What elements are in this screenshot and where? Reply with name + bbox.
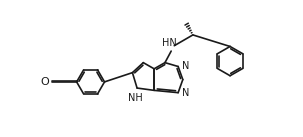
Text: NH: NH	[128, 93, 143, 103]
Text: N: N	[182, 61, 189, 71]
Text: O: O	[40, 77, 49, 87]
Text: HN: HN	[162, 38, 177, 48]
Text: N: N	[182, 89, 189, 99]
